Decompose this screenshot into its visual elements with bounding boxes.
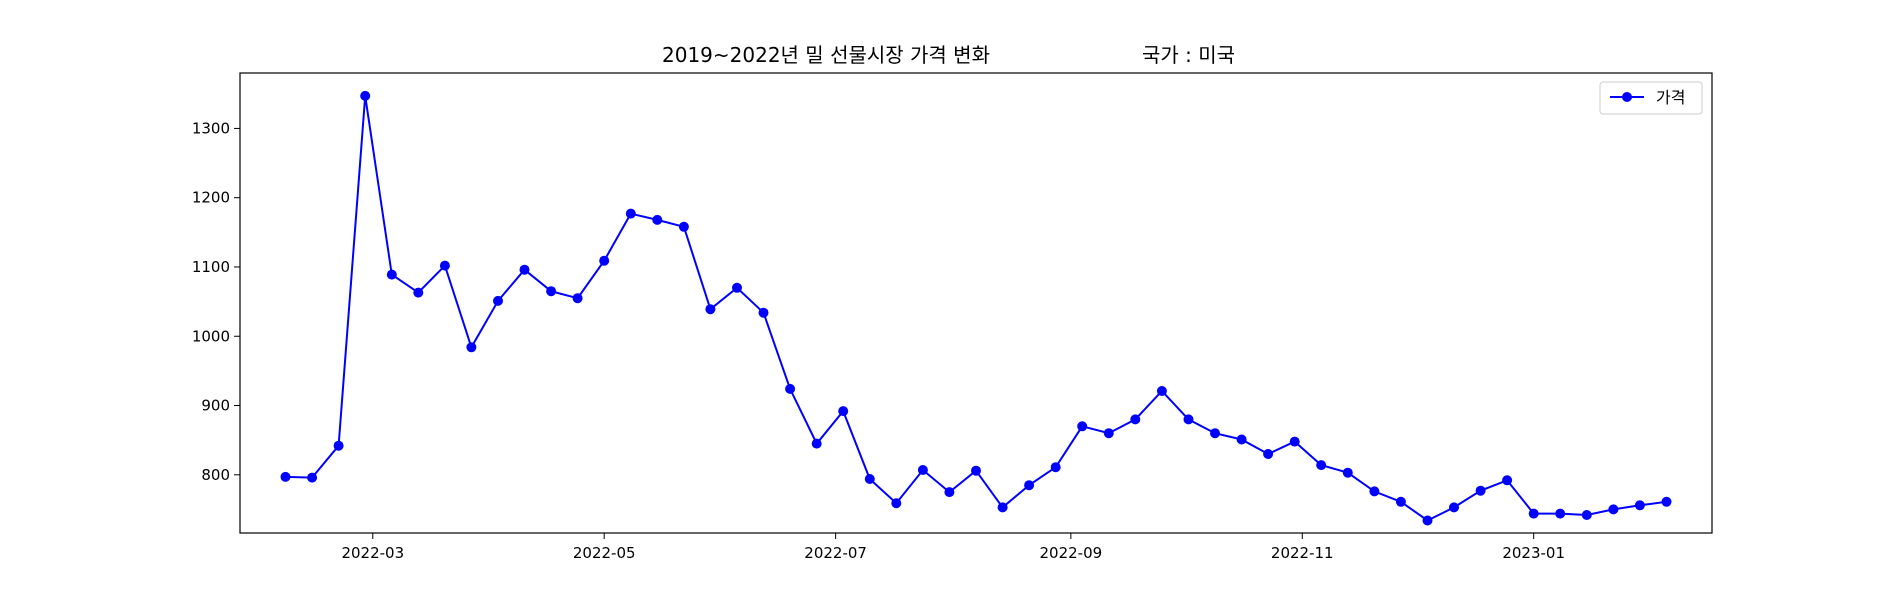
data-point xyxy=(493,295,503,306)
data-point xyxy=(1316,460,1327,471)
legend-box xyxy=(1599,81,1703,115)
data-point xyxy=(1077,421,1088,432)
y-tick-label: 1200 xyxy=(192,189,230,207)
x-axis: 2022-03 2022-05 2022-07 2022-09 2022-11 2023-… xyxy=(341,533,1565,562)
data-point xyxy=(864,474,875,484)
x-tick-label: 2022-07 xyxy=(804,544,867,562)
data-point xyxy=(1475,485,1486,496)
y-tick-label: 800 xyxy=(201,466,230,484)
y-tick-label: 1300 xyxy=(192,119,230,137)
data-point xyxy=(1634,500,1645,511)
data-point xyxy=(838,406,849,417)
data-point xyxy=(572,293,583,304)
y-tick-label: 1000 xyxy=(192,327,230,345)
legend-marker-sample xyxy=(1622,92,1632,102)
data-point xyxy=(785,383,796,394)
data-point xyxy=(997,502,1008,513)
y-tick-label: 900 xyxy=(201,397,230,415)
chart-subtitle: 국가 : 미국 xyxy=(1142,43,1235,67)
series-layer xyxy=(280,90,1672,526)
data-point xyxy=(1555,508,1566,519)
data-point xyxy=(944,487,955,498)
data-point xyxy=(1422,515,1433,526)
data-point xyxy=(599,255,610,266)
x-tick-label: 2023-01 xyxy=(1502,544,1565,562)
data-point xyxy=(307,472,318,483)
data-point xyxy=(413,287,424,298)
data-point xyxy=(732,282,742,293)
data-point xyxy=(519,264,530,275)
data-point xyxy=(466,342,477,353)
x-tick-label: 2022-05 xyxy=(573,544,636,562)
data-point xyxy=(1183,414,1194,425)
data-point xyxy=(1156,386,1167,396)
data-point xyxy=(333,440,344,451)
series-line-price xyxy=(285,95,1667,522)
data-point xyxy=(1342,467,1353,478)
data-point xyxy=(971,465,981,476)
x-tick-label: 2022-09 xyxy=(1040,544,1103,562)
data-point xyxy=(1608,504,1619,515)
data-point xyxy=(1528,508,1539,519)
data-point xyxy=(705,304,716,315)
data-point xyxy=(811,438,822,449)
data-point xyxy=(1130,414,1141,425)
data-point xyxy=(360,90,371,101)
data-point xyxy=(1210,428,1220,439)
y-tick-label: 1100 xyxy=(192,258,230,276)
data-point xyxy=(758,307,769,318)
data-point xyxy=(386,269,397,280)
data-point xyxy=(1263,449,1274,459)
data-point xyxy=(1103,428,1114,439)
chart-title: 2019~2022년 밀 선물시장 가격 변화 xyxy=(662,43,990,67)
data-point xyxy=(439,260,450,271)
data-point xyxy=(678,221,689,232)
x-tick-label: 2022-11 xyxy=(1271,544,1334,562)
data-point xyxy=(1236,434,1247,445)
data-point xyxy=(1449,502,1459,513)
legend-label-price: 가격 xyxy=(1656,88,1685,107)
data-point xyxy=(652,214,663,225)
y-axis: 800 900 1000 1100 1200 1300 xyxy=(192,119,240,484)
data-point xyxy=(1024,480,1035,491)
data-point xyxy=(1289,436,1300,447)
data-point xyxy=(625,208,636,219)
data-point xyxy=(1395,496,1406,507)
x-tick-label: 2022-03 xyxy=(341,544,404,562)
data-point xyxy=(891,498,902,509)
data-point xyxy=(1369,486,1380,497)
legend: 가격 xyxy=(1599,81,1703,115)
plot-area-frame xyxy=(239,72,1713,534)
data-point xyxy=(1502,475,1513,486)
data-point xyxy=(917,465,928,475)
data-point xyxy=(1050,462,1061,473)
data-point xyxy=(1661,496,1672,507)
data-point xyxy=(1581,510,1592,520)
data-point xyxy=(280,471,291,482)
data-point xyxy=(546,286,557,297)
